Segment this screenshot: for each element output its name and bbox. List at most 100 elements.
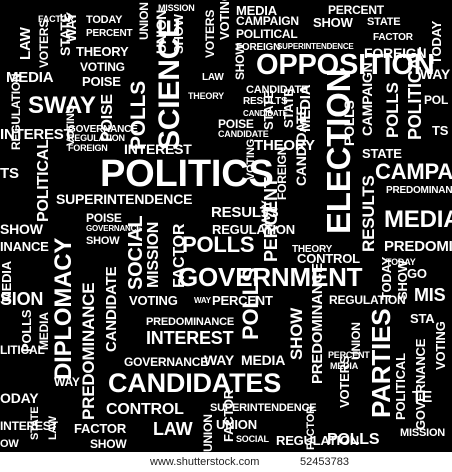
word-governance: GOVERNANCE — [124, 355, 209, 369]
word-law-v: LAW — [17, 27, 34, 60]
word-media-v-left: MEDIA — [0, 261, 14, 302]
word-mission: MISSION — [145, 221, 162, 288]
word-state-v2: STATE — [261, 90, 276, 130]
word-political-v3: POLITICAL — [393, 353, 408, 420]
word-factor-v2: FACTOR — [221, 389, 236, 442]
footer-image-number: 52453783 — [300, 456, 349, 468]
word-sta-right: STA — [410, 311, 435, 326]
word-results: RESULTS — [211, 204, 279, 221]
word-oday-left: ODAY — [0, 390, 39, 406]
word-today: TODAY — [86, 14, 123, 26]
word-media-v-left2: MEDIA — [37, 312, 51, 350]
word-regulation-v: REGULATION — [9, 73, 23, 150]
word-candidate-3: CANDIDATE — [218, 129, 269, 139]
word-go-right: GO — [407, 266, 427, 281]
word-factor-2: FACTOR — [38, 14, 74, 24]
word-te-right: TE — [412, 389, 433, 406]
word-factor-top: FACTOR — [373, 32, 413, 43]
word-vote-v: VOTING — [245, 139, 257, 180]
word-voting-top: VOTING — [80, 60, 125, 74]
word-polls-bottom: POLLS — [327, 431, 380, 448]
word-show-left: SHOW — [0, 221, 43, 237]
word-show-bottom: SHOW — [90, 437, 127, 451]
word-predominance-v: PREDOMINANCE — [309, 263, 326, 384]
word-campa-cut: CAMPA — [375, 159, 452, 184]
word-theory: THEORY — [254, 137, 315, 154]
word-voters-v3: VOTERS — [203, 9, 217, 58]
word-ign-left: TS — [0, 165, 19, 182]
word-state-top: STATE — [367, 16, 401, 28]
word-union-v3: UNION — [137, 2, 151, 40]
word-interest-main: INTEREST — [146, 328, 234, 348]
word-foreign: FOREIGN — [236, 42, 281, 53]
word-regulation-right: REGULATION — [329, 293, 406, 307]
word-media-left: MEDIA — [6, 69, 54, 86]
word-media-top: MEDIA — [236, 3, 277, 18]
word-predo-right: POL — [424, 93, 449, 107]
word-superintendence-3: SUPERINTENDENCE — [277, 42, 354, 51]
word-results-v: RESULTS — [359, 175, 378, 252]
word-superintendence-2: SUPERINTENDENCE — [210, 402, 317, 414]
word-polls-v3: POLLS — [341, 100, 357, 146]
word-state-v-bottom: STATE — [29, 406, 41, 440]
word-predomi-right: PREDOMI — [384, 238, 452, 255]
word-campaign: CAMPAIGN — [236, 14, 299, 28]
watermark-footer: www.shutterstock.com 52453783 — [0, 452, 452, 472]
word-sion-left: SION — [0, 289, 44, 309]
word-media-v: MEDIA — [297, 84, 314, 132]
word-control: CONTROL — [297, 251, 360, 266]
word-foreign-right: FOREIGN — [364, 45, 427, 61]
word-polls-v2: POLLS — [127, 80, 150, 150]
word-factor-v: FACTOR — [171, 223, 188, 288]
word-voting-v2: VOTING — [65, 105, 77, 146]
word-political-v2: POLITICAL — [405, 46, 425, 140]
word-theory-small: THEORY — [188, 91, 224, 101]
word-political-v: POLITICAL — [35, 139, 52, 222]
word-show-top: SHOW — [313, 15, 353, 30]
word-voters-v: VOTERS — [37, 19, 51, 68]
word-polls-v4: POLLS — [383, 82, 402, 138]
word-way-right: WAY — [420, 66, 451, 82]
word-polls: POLLS — [182, 232, 255, 257]
word-union-v2: UNION — [153, 9, 169, 54]
word-show-v: SHOW — [287, 307, 306, 360]
word-inance-left: INANCE — [0, 239, 49, 254]
word-show-v3: SHOW — [233, 43, 247, 80]
word-governance-v: GOVERNANCE — [413, 338, 428, 430]
word-regulation: REGULATION — [212, 222, 295, 237]
word-government: GOVERNMENT — [178, 262, 363, 292]
word-election: ELECTION — [320, 68, 357, 234]
word-law-v-bottom: LAW — [47, 416, 59, 440]
word-ow-left: OW — [0, 438, 19, 450]
word-poise-v: POISE — [99, 94, 116, 142]
word-int-right: TS — [432, 123, 449, 138]
word-interest-upper: INTEREST — [124, 141, 192, 157]
word-way-left: WAY — [54, 375, 80, 389]
word-diplomacy: DIPLOMACY — [50, 237, 77, 380]
word-foreign-v: FOREIGN — [275, 146, 289, 200]
word-cloud: POLITICS GOVERNMENT OPPOSITION CANDIDATE… — [0, 0, 452, 452]
word-candidate: CANDIDATE — [246, 84, 309, 96]
word-factor: FACTOR — [74, 421, 127, 436]
word-state: STATE — [362, 146, 402, 161]
word-sway: SWAY — [28, 92, 96, 119]
word-percent-2: PERCENT — [86, 28, 133, 39]
word-opposition: OPPOSITION — [256, 49, 435, 81]
word-way-v: WAY — [63, 11, 79, 42]
word-predominance-right: PREDOMINANCE — [386, 185, 452, 196]
word-law-small: LAW — [202, 72, 224, 83]
word-show-mid: SHOW — [86, 235, 120, 247]
word-regulation-2: REGULATION — [276, 433, 359, 448]
word-foreign-small: FOREIGN — [68, 143, 108, 153]
word-today-v2: TODAY — [429, 20, 444, 64]
word-mission-top: MISSION — [158, 3, 195, 13]
word-way: WAY — [204, 352, 235, 368]
word-poise-2: POISE — [86, 211, 122, 225]
word-today-v: TODAY — [379, 256, 394, 300]
word-mis-cut: MIS — [414, 285, 446, 305]
word-regulation-small: REGULATION — [68, 133, 125, 143]
word-way-v2: WAY — [259, 200, 273, 226]
word-media-small: MEDIA — [330, 361, 358, 371]
word-results-small: RESULTS — [243, 96, 288, 107]
word-theory-top: THEORY — [76, 44, 129, 59]
